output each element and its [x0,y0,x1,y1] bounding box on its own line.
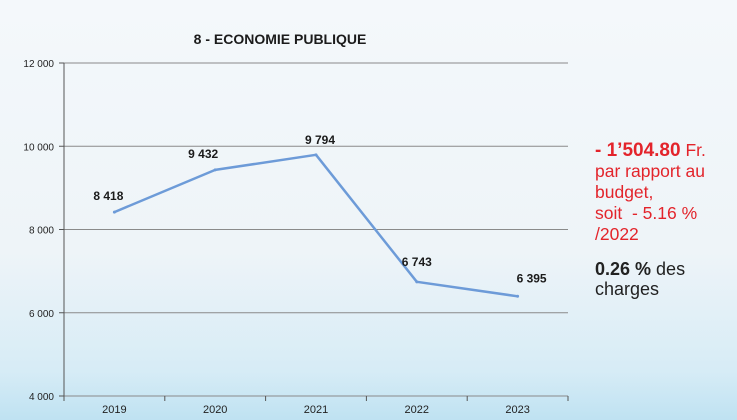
chart-title: 8 - ECONOMIE PUBLIQUE [194,31,367,47]
data-label: 9 794 [305,133,335,147]
variance-amount: - 1’504.80 [595,140,681,161]
series-line [112,153,520,298]
data-label: 6 743 [402,255,432,269]
variance-line3: budget, [595,182,654,202]
y-tick-label: 6 000 [29,309,54,320]
share-line2: charges [595,279,660,299]
x-axis-ticks: 2019 2020 2021 2022 2023 [102,404,530,416]
y-tick-label: 8 000 [29,226,54,237]
data-labels: 8 418 9 432 9 794 6 743 6 395 [93,133,547,285]
x-tick-label: 2020 [203,404,227,416]
series-line-path [113,153,518,298]
variance-unit: Fr. [680,140,706,160]
data-point [213,168,217,172]
y-tick-label: 4 000 [29,392,54,403]
variance-line2: par rapport au [595,161,705,181]
share-suffix: des [651,259,686,279]
data-label: 6 395 [517,271,547,285]
charges-share-note: 0.26 % des charges [595,259,735,299]
variance-line5: /2022 [595,224,639,244]
y-tick-label: 10 000 [23,142,54,153]
side-annotation: - 1’504.80 Fr. par rapport au budget, so… [595,140,735,299]
data-point [314,153,318,157]
data-point [516,294,520,298]
x-tick-label: 2021 [304,404,328,416]
y-tick-label: 12 000 [23,59,54,70]
data-point [415,280,419,284]
budget-variance-note: - 1’504.80 Fr. par rapport au budget, so… [595,140,735,245]
variance-line4: soit - 5.16 % [595,203,698,223]
data-label: 8 418 [93,189,123,203]
share-value: 0.26 % [595,259,652,279]
data-label: 9 432 [188,147,218,161]
x-tick-label: 2023 [505,404,529,416]
x-tick-label: 2022 [405,404,429,416]
grid-lines [59,62,569,401]
x-tick-label: 2019 [102,404,126,416]
data-point [112,210,116,214]
y-axis-ticks: 4 000 6 000 8 000 10 000 12 000 [23,59,54,403]
